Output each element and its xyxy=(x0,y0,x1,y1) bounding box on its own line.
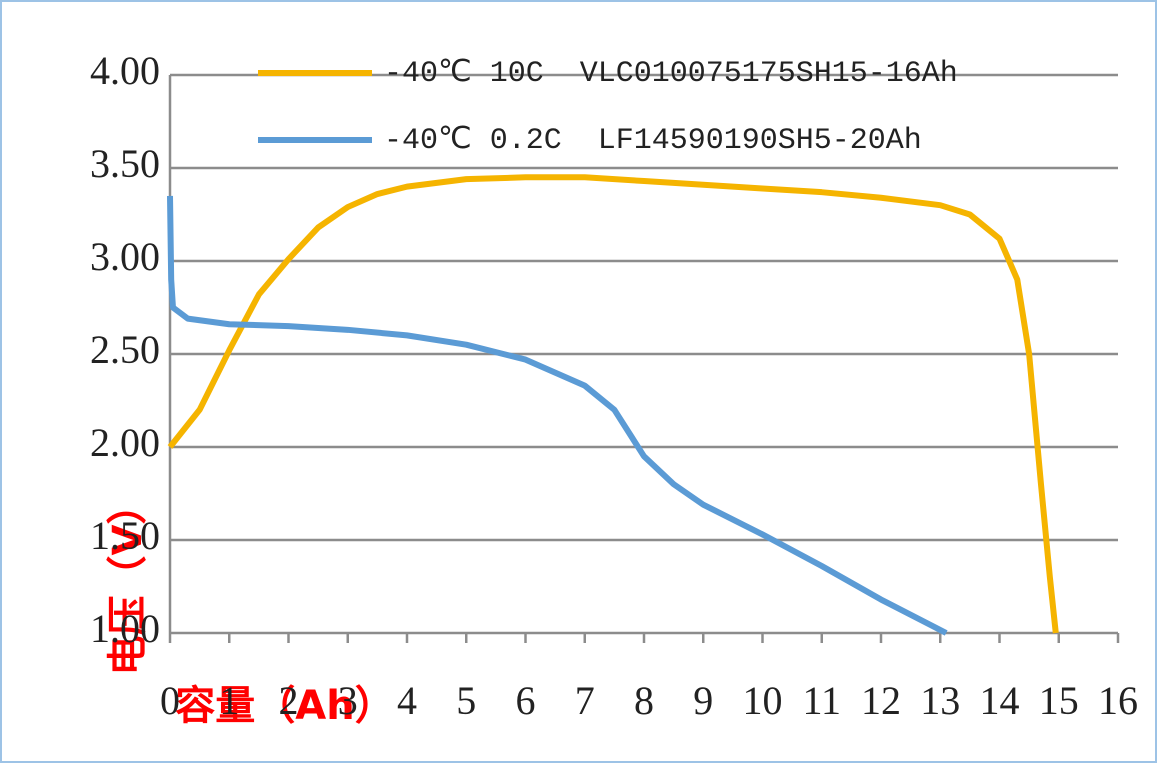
grid xyxy=(168,73,1120,643)
x-tick-label: 11 xyxy=(802,678,841,723)
x-tick-label: 2 xyxy=(279,678,299,723)
y-tick-label: 2.00 xyxy=(90,420,160,465)
x-tick-label: 9 xyxy=(693,678,713,723)
x-tick-label: 7 xyxy=(575,678,595,723)
x-tick-label: 4 xyxy=(397,678,417,723)
series-line xyxy=(167,174,1059,634)
x-tick-label: 15 xyxy=(1039,678,1079,723)
x-tick-label: 16 xyxy=(1098,678,1138,723)
plot xyxy=(167,174,1059,636)
y-axis-title: 电压（V） xyxy=(105,485,151,676)
x-tick-label: 6 xyxy=(516,678,536,723)
x-tick-label: 12 xyxy=(861,678,901,723)
x-tick-label: 8 xyxy=(634,678,654,723)
y-tick-label: 3.00 xyxy=(90,234,160,279)
y-tick-label: 3.50 xyxy=(90,141,160,186)
x-tick-label: 13 xyxy=(920,678,960,723)
x-tick-label: 10 xyxy=(743,678,783,723)
x-tick-label: 5 xyxy=(456,678,476,723)
x-axis-title: 容量（Ah） xyxy=(175,683,394,729)
x-tick-label: 0 xyxy=(160,678,180,723)
y-tick-label: 1.00 xyxy=(90,606,160,651)
y-tick-label: 1.50 xyxy=(90,513,160,558)
series-line xyxy=(167,195,948,636)
y-tick-label: 4.00 xyxy=(90,48,160,93)
y-tick-label: 2.50 xyxy=(90,327,160,372)
x-tick-label: 14 xyxy=(980,678,1020,723)
legend-label: -40℃ 0.2C LF14590190SH5-20Ah xyxy=(384,124,922,158)
x-tick-label: 1 xyxy=(219,678,239,723)
x-tick-label: 3 xyxy=(338,678,358,723)
legend-label: -40℃ 10C VLC010075175SH15-16Ah xyxy=(384,57,958,91)
